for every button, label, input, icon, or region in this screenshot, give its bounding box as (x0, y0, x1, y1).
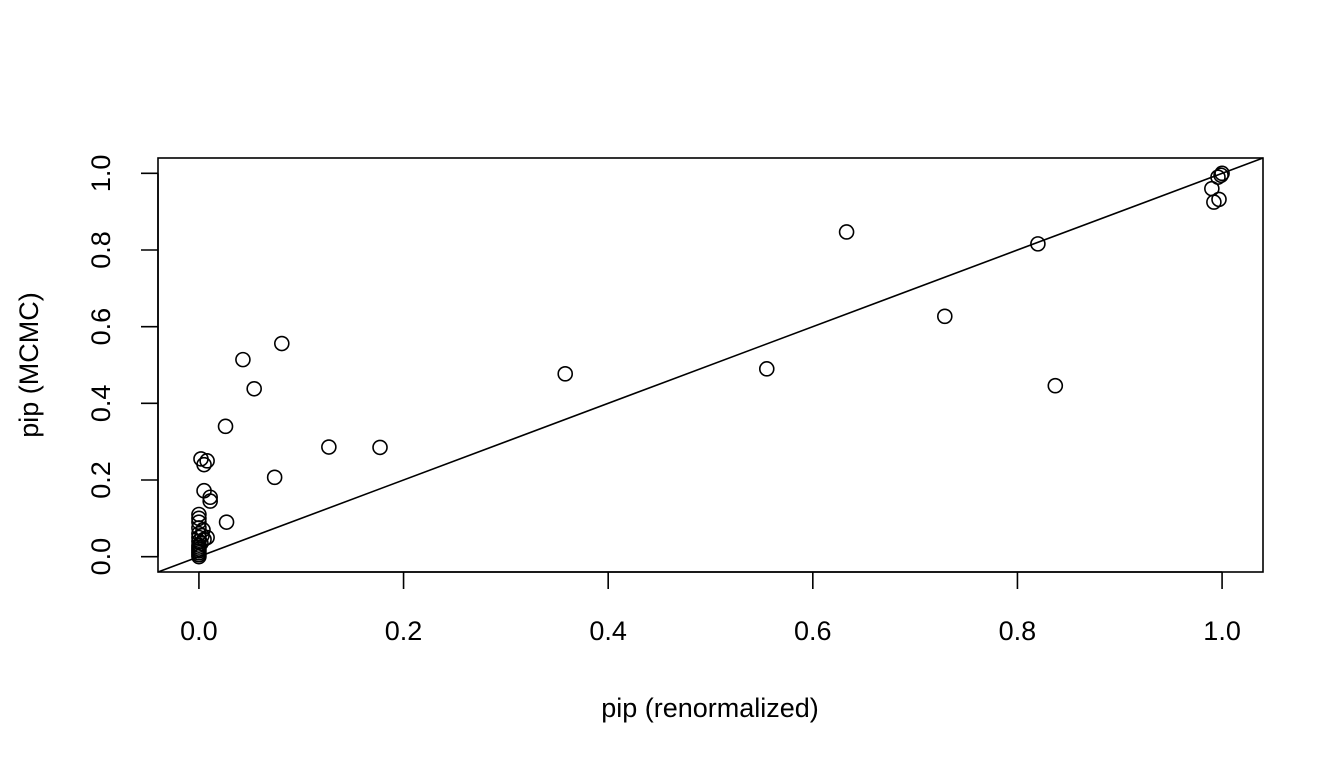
data-point (191, 510, 207, 527)
x-tick-label: 0.2 (385, 616, 423, 646)
data-point (557, 366, 574, 382)
data-point (202, 493, 218, 509)
data-point (1211, 191, 1227, 208)
data-point (191, 506, 207, 523)
y-tick-label: 1.0 (86, 155, 116, 193)
data-point (199, 453, 215, 469)
data-point (937, 308, 953, 325)
data-point (218, 514, 235, 530)
identity-reference-line (157, 157, 1264, 573)
x-tick-label: 0.0 (180, 616, 218, 646)
data-point (758, 361, 775, 377)
y-tick-label: 0.2 (86, 461, 116, 499)
y-tick-label: 0.6 (86, 308, 116, 346)
x-tick-label: 0.8 (999, 616, 1037, 646)
data-point (1214, 165, 1230, 182)
x-tick-label: 0.6 (794, 616, 832, 646)
y-tick-label: 0.0 (86, 538, 116, 576)
y-tick-label: 0.8 (86, 231, 116, 269)
y-axis: 0.0 0.2 0.4 0.6 0.8 1.0 (86, 155, 159, 576)
data-point (838, 224, 855, 240)
data-points (191, 165, 1230, 565)
data-point (199, 529, 215, 546)
y-tick-label: 0.4 (86, 385, 116, 423)
data-point (321, 439, 337, 455)
x-tick-label: 0.4 (589, 616, 627, 646)
data-point (235, 351, 251, 368)
data-point (1210, 169, 1226, 185)
x-axis-label: pip (renormalized) (601, 693, 819, 723)
data-point (274, 335, 290, 352)
data-point (196, 456, 212, 473)
x-axis: 0.0 0.2 0.4 0.6 0.8 1.0 (180, 571, 1241, 646)
data-point (195, 522, 211, 538)
data-point (266, 469, 283, 486)
data-point (372, 439, 388, 456)
data-point (196, 531, 212, 548)
x-tick-label: 1.0 (1203, 616, 1241, 646)
data-point (1030, 236, 1046, 252)
data-point (217, 418, 234, 435)
data-point (191, 525, 207, 542)
data-point (202, 489, 218, 506)
data-point (246, 380, 262, 397)
y-axis-label: pip (MCMC) (14, 292, 44, 438)
data-point (1047, 377, 1064, 394)
